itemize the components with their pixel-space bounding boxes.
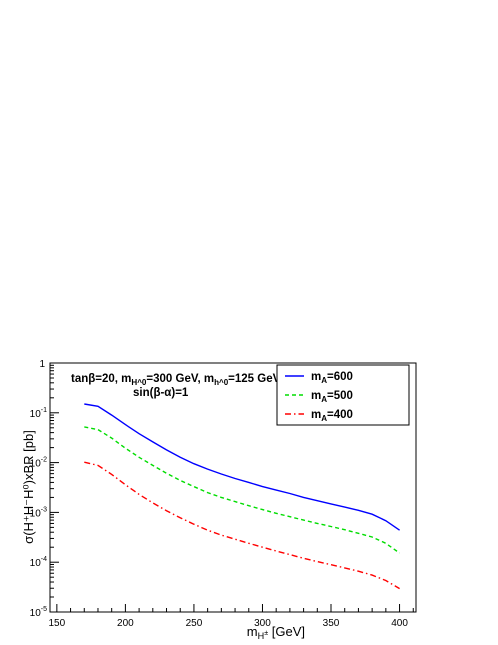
- x-tick-labels: 150 200 250 300 350 400: [49, 618, 409, 629]
- series-line-0: [84, 403, 400, 531]
- svg-text:tanβ=20, mH^0=300 GeV, mh^0=12: tanβ=20, mH^0=300 GeV, mh^0=125 GeV: [71, 373, 281, 387]
- legend: mA=600 mA=500 mA=400: [276, 364, 410, 426]
- x-tick-label: 150: [49, 618, 66, 629]
- y-tick-label: 10-5: [30, 606, 47, 619]
- series-line-1: [84, 426, 401, 554]
- annotation: tanβ=20, mH^0=300 GeV, mh^0=125 GeV sin(…: [71, 373, 281, 399]
- y-tick-label: 10-3: [30, 506, 47, 519]
- y-axis-title: σ(H⁺H⁻H⁰)xBR [pb]: [21, 430, 36, 544]
- x-tick-label: 300: [254, 618, 271, 629]
- legend-label-1: mA=500: [311, 390, 353, 404]
- y-tick-label: 1: [39, 359, 45, 370]
- x-tick-label: 400: [391, 618, 408, 629]
- data-series: [84, 403, 401, 590]
- x-tick-label: 350: [323, 618, 340, 629]
- y-tick-label: 10-1: [30, 407, 47, 420]
- legend-label-2: mA=400: [311, 409, 353, 423]
- y-tick-label: 10-2: [30, 457, 47, 470]
- axis-ticks: [50, 362, 414, 613]
- annotation-line-2: sin(β-α)=1: [133, 387, 189, 399]
- x-axis-title: mH± [GeV]: [247, 624, 305, 641]
- legend-label-0: mA=600: [311, 371, 353, 385]
- y-tick-label: 10-4: [30, 556, 47, 569]
- y-tick-labels: 1 10-1 10-2 10-3 10-4 10-5: [30, 359, 47, 619]
- series-line-2: [84, 461, 400, 590]
- x-tick-label: 200: [117, 618, 134, 629]
- x-tick-label: 250: [186, 618, 203, 629]
- plot-frame: [49, 362, 417, 613]
